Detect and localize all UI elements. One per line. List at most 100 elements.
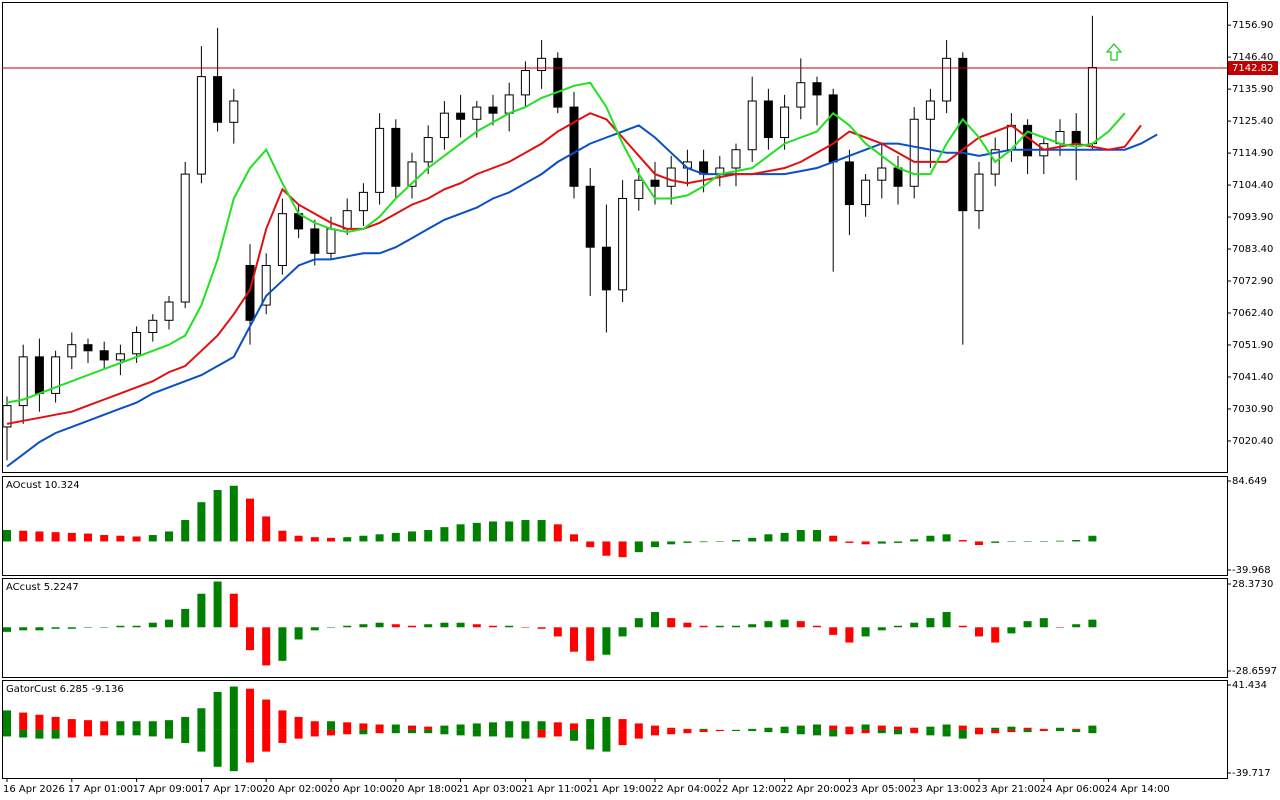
histogram-bar: [1007, 541, 1016, 542]
histogram-bar: [391, 532, 400, 542]
histogram-bar: [732, 729, 740, 732]
histogram-bar: [699, 728, 708, 730]
histogram-bar: [294, 716, 303, 730]
candle-body: [2, 405, 12, 428]
histogram-bar: [132, 536, 141, 542]
histogram-bar: [1088, 535, 1097, 542]
histogram-bar: [1023, 729, 1032, 733]
histogram-bar: [375, 729, 384, 734]
histogram-bar: [1072, 624, 1081, 628]
histogram-bar: [181, 520, 190, 542]
histogram-bar: [35, 627, 44, 631]
histogram-bar: [19, 712, 28, 730]
histogram-bar: [894, 729, 902, 735]
histogram-bar: [472, 729, 481, 737]
histogram-bar: [651, 729, 659, 736]
histogram-bar: [958, 540, 967, 542]
histogram-bar: [440, 729, 449, 735]
histogram-bar: [634, 723, 643, 730]
candle-body: [277, 213, 287, 266]
histogram-bar: [489, 729, 497, 737]
histogram-bar: [796, 621, 805, 628]
histogram-bar: [683, 622, 692, 628]
histogram-bar: [505, 521, 514, 542]
histogram-bar: [165, 619, 173, 628]
candle-body: [1071, 130, 1081, 145]
candle-body: [504, 94, 514, 114]
histogram-bar: [926, 726, 935, 730]
histogram-bar: [51, 532, 60, 542]
histogram-bar: [1072, 729, 1081, 733]
histogram-bar: [926, 535, 935, 542]
candle-body: [861, 179, 871, 206]
histogram-bar: [618, 729, 627, 746]
candle-body: [553, 57, 563, 108]
candle-body: [99, 350, 109, 361]
histogram-bar: [391, 724, 400, 730]
histogram-bar: [408, 531, 416, 542]
histogram-bar: [424, 729, 433, 734]
histogram-bar: [327, 729, 335, 736]
candle-body: [877, 167, 887, 181]
x-tick-label: 17 Apr 01:00: [68, 784, 133, 795]
histogram-bar: [699, 541, 708, 543]
histogram-bar: [408, 725, 416, 730]
ac-panel-frame: [2, 578, 1228, 678]
candle-body: [974, 173, 984, 212]
histogram-bar: [229, 593, 238, 628]
histogram-bar: [213, 581, 222, 628]
histogram-bar: [813, 724, 821, 730]
histogram-bar: [148, 721, 157, 730]
histogram-bar: [1039, 729, 1048, 732]
histogram-bar: [861, 724, 870, 730]
histogram-bar: [165, 720, 173, 730]
y-tick-label: 84.649: [1232, 476, 1267, 487]
x-tick-label: 22 Apr 12:00: [716, 784, 781, 795]
candle-body: [391, 127, 401, 187]
histogram-bar: [1072, 728, 1081, 730]
histogram-bar: [343, 537, 352, 542]
histogram-bar: [84, 533, 92, 542]
histogram-bar: [780, 729, 789, 734]
histogram-bar: [829, 535, 838, 542]
histogram-bar: [424, 726, 433, 730]
histogram-bar: [570, 534, 578, 542]
candle-body: [132, 331, 142, 355]
histogram-bar: [294, 729, 303, 739]
candle-body: [148, 319, 158, 333]
histogram-bar: [651, 541, 659, 548]
indicator-line: [6, 81, 1126, 404]
histogram-bar: [942, 724, 951, 730]
histogram-bar: [667, 618, 676, 628]
histogram-bar: [343, 729, 352, 735]
histogram-bar: [634, 541, 643, 553]
histogram-bar: [229, 729, 238, 772]
histogram-bar: [975, 627, 983, 637]
histogram-bar: [1023, 727, 1032, 730]
histogram-bar: [764, 729, 773, 733]
histogram-bar: [910, 729, 919, 734]
histogram-bar: [780, 726, 789, 730]
candle-body: [893, 167, 903, 187]
histogram-bar: [375, 534, 384, 542]
candle-body: [828, 94, 838, 163]
histogram-bar: [359, 729, 368, 735]
panel-title: AOcust 10.324: [6, 480, 80, 491]
histogram-bar: [327, 721, 335, 730]
candle-body: [666, 167, 676, 187]
histogram-bar: [1039, 728, 1048, 730]
candle-body: [1087, 66, 1097, 145]
candle-body: [585, 185, 595, 248]
y-tick-label: 7041.40: [1232, 372, 1273, 383]
histogram-bar: [440, 527, 449, 542]
histogram-bar: [505, 625, 514, 628]
histogram-bar: [472, 522, 481, 542]
x-tick-label: 22 Apr 04:00: [651, 784, 716, 795]
panel-title: ACcust 5.2247: [6, 582, 79, 593]
histogram-bar: [197, 502, 206, 542]
candle-body: [310, 228, 320, 254]
histogram-bar: [197, 708, 206, 730]
histogram-bar: [586, 627, 595, 661]
histogram-bar: [148, 535, 157, 542]
